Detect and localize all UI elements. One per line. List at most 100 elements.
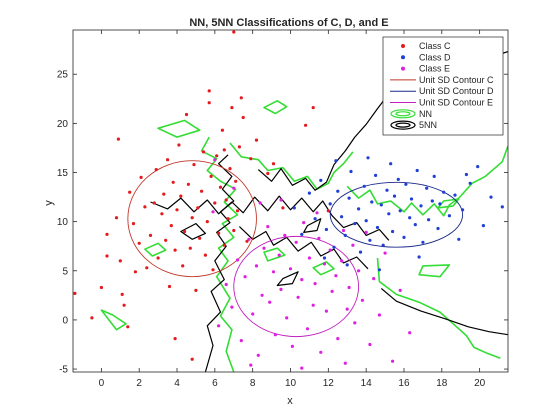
- point-class-c-20: [154, 168, 158, 172]
- point-class-c-8: [120, 292, 124, 296]
- point-class-e-5: [243, 275, 247, 279]
- point-class-d-11: [347, 196, 351, 200]
- point-class-c-1: [90, 316, 94, 320]
- point-class-c-18: [148, 233, 153, 237]
- point-class-d-57: [417, 255, 421, 259]
- point-class-c-39: [192, 163, 196, 167]
- point-class-c-13: [133, 270, 137, 274]
- point-class-e-37: [336, 337, 340, 341]
- point-class-e-7: [251, 312, 255, 316]
- legend-label: Class D: [419, 52, 451, 62]
- point-class-d-52: [500, 205, 504, 209]
- point-class-c-73: [232, 30, 236, 34]
- point-class-d-28: [396, 177, 400, 181]
- legend-entry-5nn: 5NN: [390, 120, 437, 130]
- chart-title: NN, 5NN Classifications of C, D, and E: [189, 17, 388, 29]
- point-class-c-21: [156, 256, 160, 260]
- point-class-e-0: [217, 324, 221, 328]
- point-class-d-10: [343, 233, 347, 237]
- point-class-e-2: [230, 305, 234, 309]
- point-class-c-34: [183, 229, 187, 234]
- point-class-d-14: [357, 207, 361, 211]
- point-class-c-48: [209, 174, 213, 178]
- point-class-d-3: [313, 217, 317, 221]
- point-class-e-38: [340, 259, 344, 263]
- x-tick-label: 14: [361, 378, 373, 389]
- point-class-c-12: [131, 222, 136, 226]
- point-class-d-6: [328, 202, 332, 206]
- point-class-e-24: [300, 278, 304, 282]
- point-class-c-41: [196, 206, 200, 210]
- point-class-d-32: [408, 216, 412, 220]
- point-class-c-16: [143, 205, 147, 209]
- legend-label: Unit SD Contour D: [419, 86, 494, 96]
- x-tick-label: 12: [323, 378, 335, 389]
- legend-entry-nn: NN: [390, 109, 432, 119]
- boundary-5nn-segment-6: [276, 271, 299, 287]
- point-class-e-45: [360, 298, 364, 302]
- point-class-d-55: [389, 162, 393, 166]
- point-class-c-25: [166, 158, 170, 162]
- point-class-e-20: [288, 267, 293, 271]
- legend-contour-outer: [390, 120, 416, 130]
- point-class-d-48: [468, 181, 472, 185]
- boundary-5nn-segment-4: [380, 288, 508, 336]
- point-class-d-51: [489, 195, 493, 199]
- point-class-d-8: [336, 189, 340, 193]
- point-class-c-74: [173, 337, 177, 341]
- point-class-e-36: [334, 274, 338, 278]
- x-tick-label: 18: [436, 378, 448, 389]
- x-axis-label: x: [287, 395, 293, 407]
- point-class-c-67: [254, 138, 259, 142]
- legend-box: [382, 36, 504, 136]
- point-class-c-44: [201, 150, 206, 154]
- point-class-d-21: [375, 225, 380, 230]
- point-class-d-31: [404, 182, 408, 186]
- point-class-d-24: [385, 188, 389, 192]
- point-class-e-15: [273, 333, 277, 337]
- legend-entry-class-c: Class C: [401, 41, 451, 51]
- point-class-d-4: [319, 178, 323, 182]
- point-class-d-49: [476, 165, 480, 169]
- point-class-e-34: [328, 248, 332, 252]
- legend-label: Class C: [419, 41, 451, 51]
- point-class-c-66: [249, 157, 253, 161]
- point-class-c-57: [226, 217, 230, 221]
- y-tick-label: 10: [57, 217, 69, 228]
- boundary-nn-segment-2: [157, 119, 201, 138]
- point-class-c-23: [162, 192, 166, 196]
- point-class-d-30: [402, 235, 406, 239]
- point-class-e-25: [302, 221, 306, 225]
- point-class-c-4: [105, 232, 109, 236]
- point-class-e-27: [307, 256, 311, 260]
- boundary-nn-segment-10: [418, 264, 451, 278]
- point-class-d-26: [391, 229, 395, 234]
- point-class-d-60: [377, 268, 381, 272]
- point-class-e-60: [249, 363, 253, 367]
- point-class-c-24: [164, 238, 168, 242]
- plot-content: [73, 30, 508, 372]
- y-tick-label: 5: [62, 266, 68, 277]
- point-class-e-14: [271, 270, 276, 274]
- point-class-c-5: [114, 216, 119, 220]
- point-class-d-22: [379, 203, 383, 207]
- point-class-d-2: [307, 191, 311, 195]
- point-class-e-4: [239, 339, 243, 343]
- point-class-d-50: [481, 224, 485, 228]
- boundary-nn-segment-4: [346, 145, 508, 217]
- point-class-c-72: [207, 89, 211, 93]
- plot-area: 0 2 4 6 8 10 12 14 16 18 20 -5 0 5 10 15 20 25: [57, 29, 509, 389]
- point-class-c-70: [311, 106, 315, 110]
- point-class-c-77: [239, 96, 243, 100]
- point-class-c-43: [200, 189, 204, 193]
- point-class-e-51: [391, 359, 395, 363]
- point-class-c-51: [215, 154, 219, 158]
- x-tick-label: 4: [174, 378, 180, 389]
- point-class-c-32: [179, 194, 183, 198]
- point-class-c-37: [188, 246, 192, 250]
- point-class-e-17: [279, 287, 283, 291]
- point-class-e-26: [305, 327, 310, 331]
- point-class-e-28: [311, 303, 315, 307]
